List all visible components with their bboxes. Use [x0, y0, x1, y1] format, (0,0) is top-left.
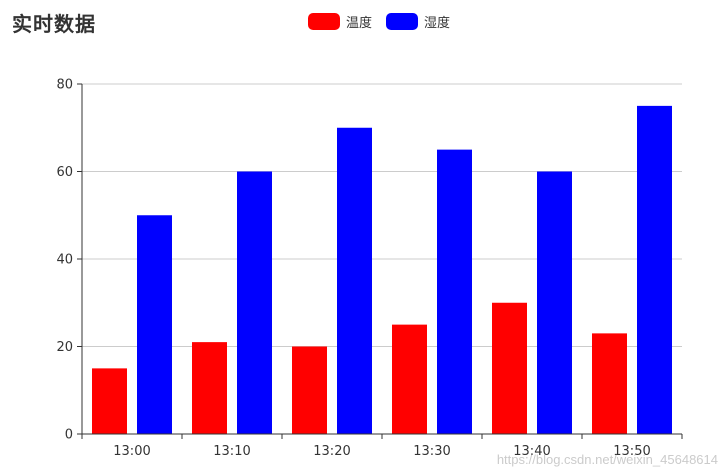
bar-temperature-1350[interactable] [592, 333, 627, 434]
x-tick-label: 13:30 [413, 444, 450, 459]
bar-temperature-1330[interactable] [392, 324, 427, 434]
legend-swatch-humidity [386, 13, 419, 30]
legend: 温度 湿度 [308, 12, 450, 31]
x-tick-label: 13:50 [613, 444, 650, 459]
x-tick-label: 13:10 [213, 444, 250, 459]
y-tick-label: 20 [56, 340, 73, 355]
bar-humidity-1320[interactable] [337, 127, 372, 434]
y-tick-label: 60 [56, 165, 73, 180]
tick-labels: 0 20 40 60 80 13:00 13:10 13:20 13:30 13:40 13:50 [56, 78, 650, 460]
axes [77, 83, 683, 439]
bar-humidity-1310[interactable] [237, 171, 272, 435]
y-tick-label: 40 [56, 253, 73, 268]
bar-temperature-1300[interactable] [92, 368, 127, 434]
watermark: https://blog.csdn.net/weixin_45648614 [496, 452, 718, 467]
bars [92, 105, 672, 435]
bar-humidity-1340[interactable] [537, 171, 572, 435]
legend-item-humidity[interactable]: 湿度 [386, 12, 450, 31]
bar-humidity-1350[interactable] [637, 105, 672, 434]
grid-lines [82, 83, 682, 347]
legend-label-temperature: 温度 [346, 16, 373, 31]
bar-temperature-1340[interactable] [492, 302, 527, 434]
x-tick-label: 13:40 [513, 444, 550, 459]
bar-temperature-1320[interactable] [292, 346, 327, 435]
bar-temperature-1310[interactable] [192, 342, 227, 434]
x-tick-label: 13:00 [113, 444, 150, 459]
y-tick-label: 0 [65, 428, 73, 443]
y-tick-label: 80 [56, 78, 73, 93]
bar-humidity-1300[interactable] [137, 215, 172, 434]
legend-item-temperature[interactable]: 温度 [308, 12, 372, 31]
chart-title: 实时数据 [12, 12, 96, 36]
legend-swatch-temperature [308, 13, 340, 30]
x-tick-label: 13:20 [313, 444, 350, 459]
legend-label-humidity: 湿度 [424, 16, 451, 31]
bar-humidity-1330[interactable] [437, 149, 472, 434]
